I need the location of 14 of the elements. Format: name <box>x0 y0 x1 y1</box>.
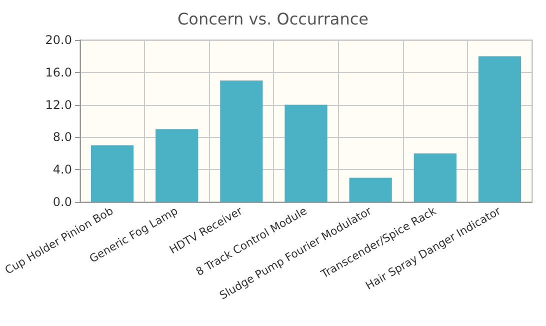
bar <box>478 56 522 202</box>
y-tick-label: 4.0 <box>52 162 72 177</box>
bar <box>90 145 134 202</box>
bar <box>349 178 392 202</box>
bar <box>414 153 456 202</box>
y-tick-label: 0.0 <box>52 195 72 209</box>
y-tick-label: 20.0 <box>45 33 72 47</box>
bar <box>284 104 328 202</box>
y-tick-label: 16.0 <box>45 65 72 80</box>
bar <box>220 80 263 202</box>
bar <box>156 129 198 202</box>
y-tick-label: 12.0 <box>45 98 72 112</box>
chart-title: Concern vs. Occurrance <box>177 10 369 28</box>
y-tick-label: 8.0 <box>52 130 72 144</box>
